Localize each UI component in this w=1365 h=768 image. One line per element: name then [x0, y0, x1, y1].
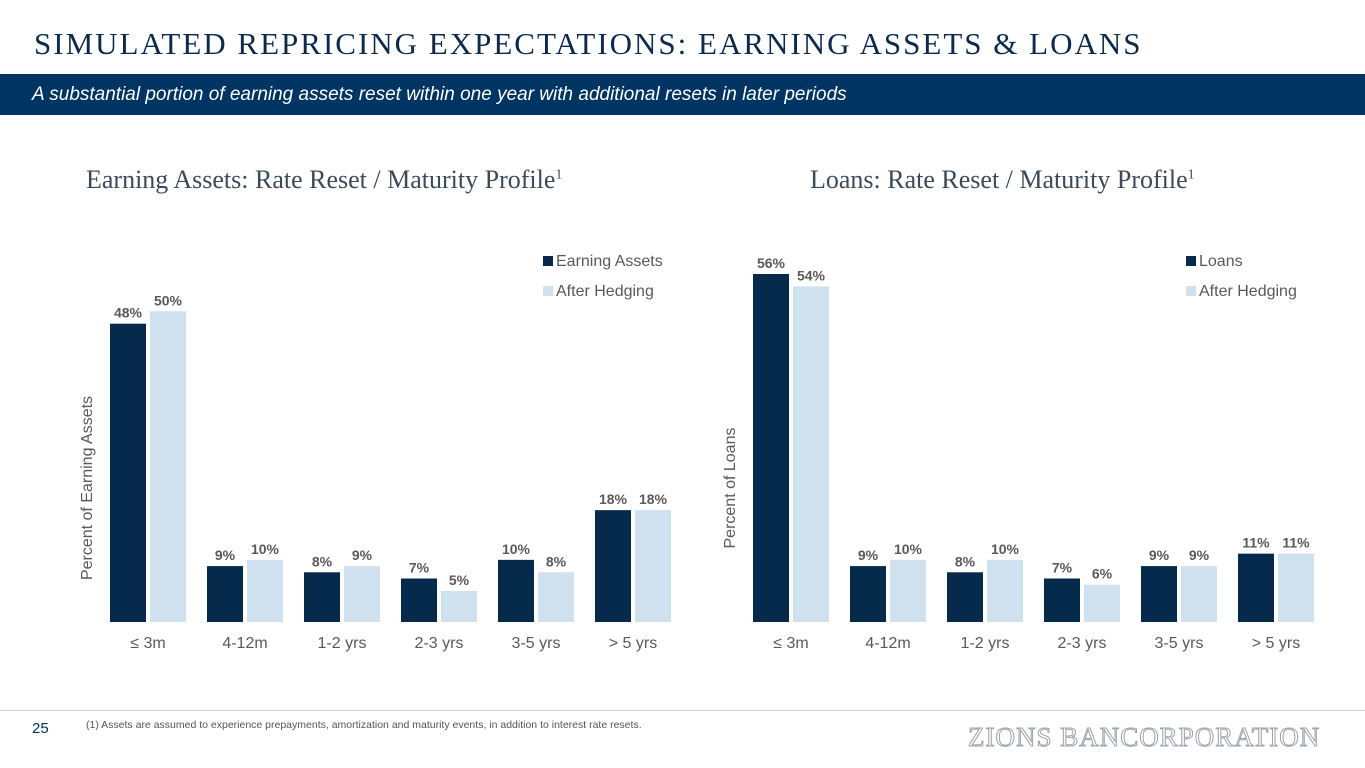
earning-assets-bar-primary-4	[498, 559, 534, 622]
earning-assets-x-tick-label-2: 1-2 yrs	[318, 635, 367, 652]
earning-assets-x-tick-label-1: 4-12m	[222, 635, 267, 652]
loans-y-axis-label: Percent of Loans	[722, 428, 739, 549]
loans-x-tick-label-4: 3-5 yrs	[1155, 635, 1204, 652]
earning-assets-bar-primary-1	[207, 566, 243, 622]
loans-bar-primary-1	[850, 566, 886, 622]
loans-bar-hedged-3	[1084, 584, 1120, 622]
earning-assets-bar-primary-2	[304, 572, 340, 622]
loans-data-label-hedged-2: 10%	[991, 541, 1020, 557]
loans-x-tick-label-2: 1-2 yrs	[961, 635, 1010, 652]
earning-assets-data-label-primary-0: 48%	[114, 305, 143, 321]
loans-bar-primary-3	[1044, 578, 1080, 622]
earning-assets-y-axis-label: Percent of Earning Assets	[79, 396, 96, 580]
earning-assets-bar-primary-3	[401, 578, 437, 622]
earning-assets-x-tick-label-3: 2-3 yrs	[415, 635, 464, 652]
earning-assets-bar-chart: Percent of Earning Assets 48% 50% ≤ 3m 9% 10%…	[79, 253, 671, 652]
page-subtitle: A substantial portion of earning assets …	[32, 84, 847, 105]
loans-bar-hedged-1	[890, 559, 926, 622]
loans-chart-title-text: Loans: Rate Reset / Maturity Profile	[810, 165, 1188, 194]
footer-divider	[0, 710, 1365, 711]
earning-assets-bar-hedged-1	[247, 559, 283, 622]
loans-data-label-primary-2: 8%	[955, 553, 976, 569]
loans-data-label-primary-1: 9%	[858, 547, 879, 563]
loans-x-tick-label-3: 2-3 yrs	[1058, 635, 1107, 652]
loans-bar-hedged-5	[1278, 553, 1314, 622]
loans-bar-hedged-2	[987, 559, 1023, 622]
loans-data-label-hedged-1: 10%	[894, 541, 923, 557]
loans-legend-label-0: Loans	[1199, 253, 1243, 270]
footnote: (1) Assets are assumed to experience pre…	[86, 719, 642, 731]
loans-legend-swatch-1	[1186, 286, 1196, 296]
earning-assets-data-label-hedged-5: 18%	[639, 491, 668, 507]
earning-assets-bar-hedged-3	[441, 590, 477, 622]
earning-assets-bar-hedged-4	[538, 572, 574, 622]
earning-assets-bar-hedged-5	[635, 510, 671, 622]
loans-data-label-primary-0: 56%	[757, 255, 786, 271]
loans-bar-hedged-0	[793, 286, 829, 622]
loans-bar-primary-5	[1238, 553, 1274, 622]
page-number: 25	[32, 720, 49, 737]
loans-data-label-hedged-0: 54%	[797, 267, 826, 283]
earning-assets-data-label-primary-1: 9%	[215, 547, 236, 563]
earning-assets-legend-label-1: After Hedging	[556, 283, 654, 300]
earning-assets-chart-title-text: Earning Assets: Rate Reset / Maturity Pr…	[86, 165, 556, 194]
loans-footnote-marker: 1	[1187, 167, 1195, 183]
loans-bar-primary-4	[1141, 566, 1177, 622]
loans-x-tick-label-0: ≤ 3m	[773, 635, 808, 652]
earning-assets-x-tick-label-0: ≤ 3m	[130, 635, 165, 652]
loans-bar-chart: Percent of Loans 56% 54% ≤ 3m 9% 10% 4-12m 8% 10…	[722, 253, 1314, 652]
loans-bar-hedged-4	[1181, 566, 1217, 622]
earning-assets-data-label-hedged-0: 50%	[154, 292, 183, 308]
earning-assets-bar-hedged-0	[150, 311, 186, 622]
earning-assets-legend-label-0: Earning Assets	[556, 253, 663, 270]
earning-assets-chart-title: Earning Assets: Rate Reset / Maturity Pr…	[86, 165, 562, 195]
loans-x-tick-label-1: 4-12m	[865, 635, 910, 652]
loans-data-label-hedged-4: 9%	[1189, 547, 1210, 563]
loans-x-tick-label-5: > 5 yrs	[1252, 635, 1300, 652]
company-logo: ZIONS BANCORPORATION	[967, 722, 1321, 753]
loans-data-label-primary-3: 7%	[1052, 560, 1073, 576]
earning-assets-x-tick-label-4: 3-5 yrs	[512, 635, 561, 652]
earning-assets-data-label-hedged-4: 8%	[546, 553, 567, 569]
earning-assets-data-label-hedged-1: 10%	[251, 541, 280, 557]
loans-legend-swatch-0	[1186, 256, 1196, 266]
loans-legend-label-1: After Hedging	[1199, 283, 1297, 300]
loans-bar-primary-2	[947, 572, 983, 622]
loans-chart-title: Loans: Rate Reset / Maturity Profile1	[810, 165, 1195, 195]
earning-assets-bar-primary-0	[110, 323, 146, 622]
earning-assets-bar-hedged-2	[344, 566, 380, 622]
earning-assets-data-label-primary-2: 8%	[312, 553, 333, 569]
earning-assets-data-label-hedged-2: 9%	[352, 547, 373, 563]
earning-assets-footnote-marker: 1	[555, 167, 563, 183]
earning-assets-data-label-primary-4: 10%	[502, 541, 531, 557]
loans-data-label-hedged-5: 11%	[1282, 535, 1310, 551]
earning-assets-legend-swatch-1	[543, 286, 553, 296]
earning-assets-x-tick-label-5: > 5 yrs	[609, 635, 657, 652]
page-title: SIMULATED REPRICING EXPECTATIONS: EARNIN…	[34, 26, 1143, 61]
loans-data-label-hedged-3: 6%	[1092, 566, 1113, 582]
earning-assets-data-label-primary-5: 18%	[599, 491, 628, 507]
earning-assets-legend-swatch-0	[543, 256, 553, 266]
earning-assets-data-label-hedged-3: 5%	[449, 572, 470, 588]
subtitle-band: A substantial portion of earning assets …	[0, 74, 1365, 115]
earning-assets-bar-primary-5	[595, 510, 631, 622]
loans-bar-primary-0	[753, 274, 789, 622]
earning-assets-data-label-primary-3: 7%	[409, 560, 430, 576]
loans-data-label-primary-5: 11%	[1242, 535, 1270, 551]
loans-data-label-primary-4: 9%	[1149, 547, 1170, 563]
